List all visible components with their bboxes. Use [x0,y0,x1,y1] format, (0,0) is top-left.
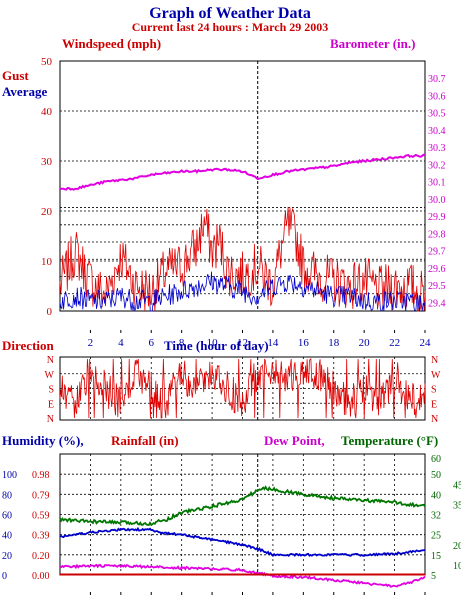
barometer-tick-label: 29.4 [428,298,446,309]
barometer-tick-label: 29.9 [428,212,446,223]
barometer-tick-label: 29.8 [428,229,446,240]
humidity-tick-label: 20 [2,551,12,562]
gust-series-line [59,206,426,312]
wind-panel-xtick-label: 16 [298,337,310,349]
humidity-series-line [59,526,426,558]
wind-panel-xtick-label: 10 [207,337,219,349]
temperature-tick-label: 10 [453,561,461,572]
temperature-tick-label: 50 [431,470,441,481]
humidity-tick-label: 80 [2,490,12,501]
wind-panel-xtick-label: 24 [420,337,432,349]
dewpoint-series-line [59,563,426,588]
direction-series-line [59,358,426,419]
temperature-tick-label: 45 [453,480,461,491]
rainfall-tick-label: 0.00 [32,571,50,582]
temperature-tick-label: 5 [431,571,436,582]
humidity-tick-label: 60 [2,511,12,522]
wind-panel-xtick-label: 22 [389,337,400,349]
direction-axis-label: Direction [2,338,55,353]
windspeed-tick-label: 10 [41,256,53,268]
direction-tick-label: N [431,414,438,425]
barometer-tick-label: 30.2 [428,160,446,171]
temperature-tick-label: 25 [431,531,441,542]
direction-tick-label: E [48,399,54,410]
barometer-tick-label: 29.7 [428,247,446,258]
wind-panel-xtick-label: 6 [149,337,155,349]
direction-tick-label: W [45,370,55,381]
barometer-tick-label: 30.1 [428,178,446,189]
temperature-tick-label: 32 [431,511,441,522]
wind-panel-xtick-label: 8 [179,337,185,349]
rainfall-tick-label: 0.98 [32,470,50,481]
wind-panel-xtick-label: 2 [88,337,94,349]
windspeed-tick-label: 0 [47,306,53,318]
time-axis-label: Time (hour of day) [164,338,269,353]
temperature-axis-label: Temperature (°F) [341,433,438,448]
wind-panel-xtick-label: 12 [237,337,248,349]
dewpoint-axis-label: Dew Point, [264,433,325,448]
rainfall-tick-label: 0.79 [32,490,50,501]
windspeed-tick-label: 40 [41,106,53,118]
barometer-tick-label: 30.4 [428,126,446,137]
barometer-tick-label: 30.5 [428,109,446,120]
wind-panel-xtick-label: 14 [267,337,279,349]
humidity-axis-label: Humidity (%), [2,433,84,448]
temperature-tick-label: 40 [431,490,441,501]
temperature-tick-label: 60 [431,454,441,465]
direction-tick-label: N [431,355,438,366]
wind-panel-xtick-label: 18 [328,337,340,349]
humidity-tick-label: 40 [2,531,12,542]
humidity-tick-label: 0 [2,571,7,582]
windspeed-tick-label: 20 [41,206,53,218]
temperature-tick-label: 35 [453,500,461,511]
rainfall-tick-label: 0.20 [32,551,50,562]
windspeed-tick-label: 50 [41,56,53,68]
rainfall-axis-label: Rainfall (in) [111,433,179,448]
chart-subtitle: Current last 24 hours : March 29 2003 [132,20,329,34]
direction-tick-label: E [431,399,437,410]
barometer-series-line [59,153,426,191]
direction-tick-label: N [47,414,54,425]
barometer-tick-label: 30.6 [428,91,446,102]
temperature-tick-label: 15 [431,551,441,562]
direction-tick-label: N [47,355,54,366]
legend-average: Average [2,84,47,99]
barometer-tick-label: 29.5 [428,281,446,292]
barometer-tick-label: 30.3 [428,143,446,154]
humidity-tick-label: 100 [2,470,17,481]
rainfall-tick-label: 0.39 [32,531,50,542]
wind-panel-xtick-label: 4 [118,337,124,349]
average-series-line [59,271,426,312]
legend-gust: Gust [2,68,29,83]
wind-panel-xtick-label: 20 [359,337,371,349]
barometer-tick-label: 30.7 [428,74,446,85]
barometer-axis-label: Barometer (in.) [330,36,415,51]
temperature-series-line [59,485,426,527]
direction-tick-label: S [48,385,54,396]
rainfall-tick-label: 0.59 [32,511,50,522]
barometer-tick-label: 29.6 [428,264,446,275]
direction-tick-label: S [431,385,437,396]
direction-tick-label: W [431,370,441,381]
temperature-tick-label: 20 [453,541,461,552]
windspeed-axis-label: Windspeed (mph) [62,36,161,51]
chart-title: Graph of Weather Data [149,5,311,22]
barometer-tick-label: 30.0 [428,195,446,206]
windspeed-tick-label: 30 [41,156,53,168]
